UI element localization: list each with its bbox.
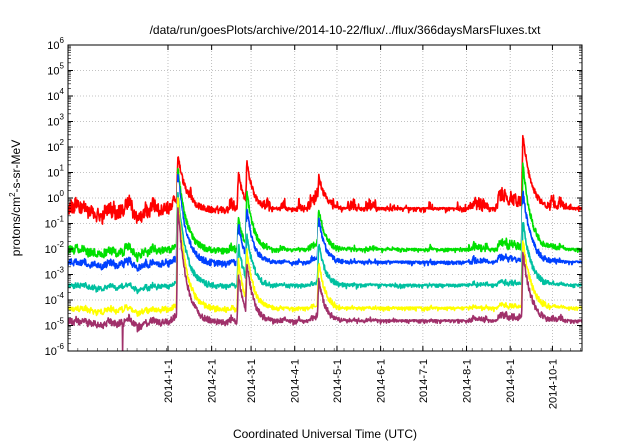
chart-title: /data/run/goesPlots/archive/2014-10-22/f… [150, 23, 542, 37]
y-tick-label: 10-6 [45, 342, 65, 358]
y-tick-label: 10-3 [45, 266, 65, 282]
x-tick-label: 2014-10-1 [547, 359, 559, 409]
series-line-3 [68, 182, 582, 282]
x-tick-label: 2014-6-1 [376, 359, 388, 403]
x-tick-label: 2014-7-1 [418, 359, 430, 403]
y-tick-label: 10-1 [45, 215, 65, 231]
y-tick-label: 102 [47, 138, 64, 154]
series-line-2 [68, 173, 582, 272]
x-tick-label: 2014-5-1 [332, 359, 344, 403]
y-tick-label: 105 [47, 62, 64, 78]
y-axis-label: protons/cm2-s-sr-MeV [8, 140, 23, 256]
y-tick-label: 104 [47, 87, 64, 103]
y-tick-label: 103 [47, 113, 64, 129]
series-line-0 [68, 134, 582, 225]
y-tick-label: 100 [47, 189, 64, 205]
y-tick-label: 106 [47, 36, 64, 52]
series-line-6 [68, 207, 582, 351]
axes: 10-6 10-5 10-4 10-3 10-2 10-1 100 101 102 103 104 1… [45, 36, 582, 409]
y-tick-label: 10-4 [45, 291, 65, 307]
series-line-5 [68, 197, 582, 317]
x-tick-label: 2014-4-1 [290, 359, 302, 403]
x-tick-label: 2014-8-1 [462, 359, 474, 403]
x-axis-label: Coordinated Universal Time (UTC) [233, 427, 417, 441]
series-line-1 [68, 162, 582, 263]
x-tick-label: 2014-2-1 [207, 359, 219, 403]
y-tick-label: 101 [47, 164, 64, 180]
x-tick-label: 2014-3-1 [246, 359, 258, 403]
x-tick-label: 2014-9-1 [505, 359, 517, 403]
series-line-4 [68, 191, 582, 295]
series-layer [68, 134, 582, 351]
x-tick-label: 2014-1-1 [163, 359, 175, 403]
y-tick-label: 10-5 [45, 317, 65, 333]
y-tick-label: 10-2 [45, 240, 65, 256]
